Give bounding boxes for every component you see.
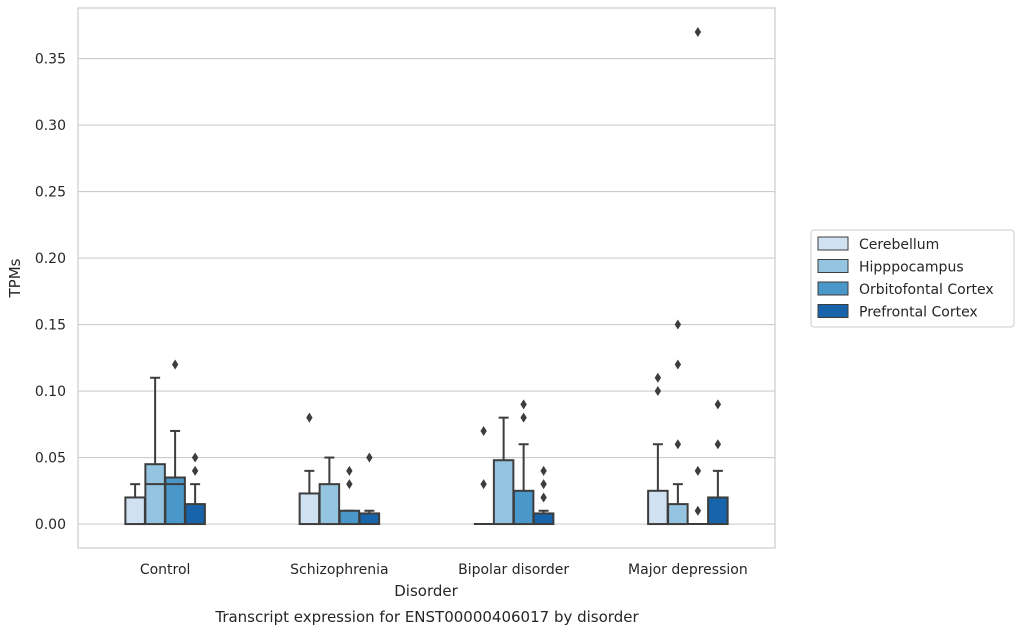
- x-tick-label: Bipolar disorder: [458, 562, 569, 578]
- outlier-point: [714, 399, 722, 410]
- y-tick-label: 0.05: [35, 451, 66, 467]
- outlier-point: [540, 465, 547, 476]
- box-hipppocampus: [318, 456, 341, 526]
- legend-label: Orbitofontal Cortex: [859, 282, 994, 298]
- box-prefrontal-cortex: [358, 452, 381, 526]
- legend-swatch: [817, 281, 849, 296]
- box: [707, 496, 729, 526]
- legend-label: Cerebellum: [859, 237, 939, 253]
- box: [298, 492, 321, 526]
- box-cerebellum: [298, 412, 321, 526]
- box-orbitofontal-cortex: [338, 465, 361, 526]
- chart-caption: Transcript expression for ENST0000040601…: [214, 608, 639, 626]
- box: [144, 463, 166, 526]
- outlier-point: [694, 505, 702, 516]
- box-hipppocampus: [667, 319, 689, 526]
- y-tick-label: 0.30: [35, 118, 66, 134]
- box-hipppocampus: [492, 416, 515, 526]
- box-orbitofontal-cortex: [688, 26, 708, 526]
- box-cerebellum: [647, 372, 669, 526]
- outlier-point: [346, 479, 353, 490]
- box: [358, 512, 381, 526]
- outlier-point: [520, 399, 527, 410]
- outlier-point: [540, 479, 547, 490]
- y-tick-label: 0.20: [35, 251, 66, 267]
- box: [318, 483, 341, 526]
- box-groups: [124, 26, 729, 526]
- grid-lines: [78, 57, 775, 525]
- x-axis-label: Disorder: [394, 582, 458, 600]
- outlier-point: [674, 359, 682, 370]
- box-orbitofontal-cortex: [512, 399, 535, 526]
- legend-label: Prefrontal Cortex: [859, 305, 978, 321]
- legend-swatch: [817, 304, 849, 318]
- outlier-point: [346, 465, 353, 476]
- box: [667, 503, 689, 526]
- outlier-point: [306, 412, 313, 423]
- outlier-point: [654, 386, 662, 397]
- box-cerebellum: [473, 425, 494, 526]
- box-group: [473, 399, 555, 526]
- legend-swatch: [817, 259, 849, 273]
- box-prefrontal-cortex: [184, 452, 206, 526]
- box: [124, 496, 146, 526]
- outlier-point: [540, 492, 547, 503]
- outlier-point: [191, 465, 199, 476]
- legend: Cerebellum Hipppocampus Orbitofontal Corte…: [810, 229, 1015, 328]
- box-group: [124, 359, 206, 526]
- outlier-point: [480, 479, 487, 490]
- outlier-point: [520, 412, 527, 423]
- outlier-point: [191, 452, 199, 463]
- outlier-point: [366, 452, 373, 463]
- x-tick-label: Major depression: [628, 562, 748, 578]
- box-group: [647, 26, 729, 526]
- y-axis-ticks: 0.00 0.05 0.10 0.15 0.20 0.25 0.30 0.35: [35, 52, 66, 534]
- box: [512, 489, 535, 526]
- box: [532, 512, 555, 526]
- y-tick-label: 0.10: [35, 384, 66, 400]
- x-tick-label: Schizophrenia: [290, 562, 388, 578]
- y-axis-label: TPMs: [6, 258, 24, 298]
- x-axis-ticks: Control Schizophrenia Bipolar disorder Majo…: [140, 562, 748, 578]
- y-tick-label: 0.00: [35, 517, 66, 533]
- box-prefrontal-cortex: [532, 465, 555, 526]
- box-prefrontal-cortex: [707, 399, 729, 526]
- legend-frame: [810, 229, 1015, 328]
- outlier-point: [171, 359, 179, 370]
- box-hipppocampus: [144, 376, 166, 526]
- outlier-point: [674, 319, 682, 330]
- outlier-point: [480, 425, 487, 436]
- box-orbitofontal-cortex: [164, 359, 186, 526]
- outlier-point: [694, 26, 702, 37]
- box-cerebellum: [124, 483, 146, 526]
- outlier-point: [714, 439, 722, 450]
- y-tick-label: 0.15: [35, 318, 66, 334]
- outlier-point: [694, 465, 702, 476]
- box: [647, 489, 669, 526]
- x-tick-label: Control: [140, 562, 191, 578]
- y-tick-label: 0.35: [35, 52, 66, 68]
- box-group: [298, 412, 381, 526]
- box: [492, 459, 515, 526]
- y-tick-label: 0.25: [35, 185, 66, 201]
- box: [338, 509, 361, 526]
- plot-frame: [77, 7, 776, 549]
- box: [184, 503, 206, 526]
- legend-label: Hipppocampus: [859, 260, 964, 276]
- outlier-point: [654, 372, 662, 383]
- box: [164, 476, 186, 526]
- legend-swatch: [817, 236, 849, 251]
- outlier-point: [674, 439, 682, 450]
